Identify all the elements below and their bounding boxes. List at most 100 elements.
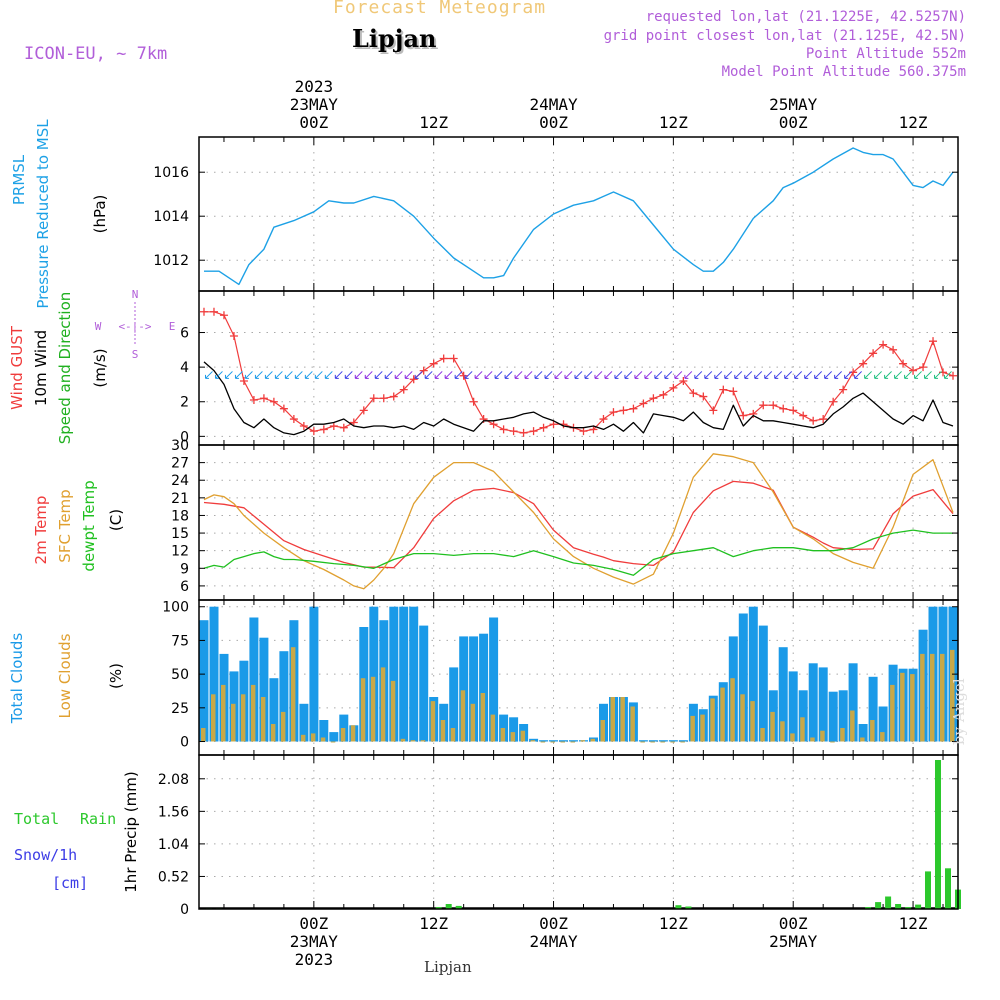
gust-marker — [659, 390, 668, 399]
gust-marker — [249, 396, 258, 405]
bar-rain — [445, 904, 452, 909]
bar-low-cloud — [710, 698, 715, 742]
bar-rain — [685, 906, 692, 909]
wind-direction-arrow — [914, 371, 922, 379]
bar-low-cloud — [260, 697, 266, 742]
bar-total-cloud — [399, 606, 409, 742]
chart-title: Forecast Meteogram — [333, 0, 547, 18]
bar-total-cloud — [828, 691, 838, 742]
gust-marker — [519, 428, 528, 437]
bar-low-cloud — [240, 694, 246, 742]
bar-total-cloud — [658, 740, 668, 742]
gust-marker — [899, 359, 908, 368]
compass-s: S — [132, 348, 139, 361]
wind-direction-arrow — [644, 371, 653, 379]
wind-direction-arrow — [604, 371, 613, 379]
wind-direction-arrow — [824, 371, 833, 379]
y-tick-label: 1.56 — [158, 804, 189, 820]
label-prmsl: PRMSL — [10, 154, 28, 205]
ylabel-precip: 1hr Precip (mm) — [122, 771, 140, 892]
bar-total-cloud — [539, 740, 549, 742]
gust-marker — [579, 427, 588, 436]
y-tick-label: 4 — [180, 360, 189, 376]
gust-marker — [379, 394, 388, 403]
bar-low-cloud — [231, 703, 236, 742]
bar-low-cloud — [800, 717, 805, 742]
wind-direction-arrow — [894, 371, 902, 379]
compass-w: W — [95, 320, 102, 333]
bar-total-cloud — [449, 667, 459, 742]
bar-low-cloud — [201, 728, 206, 742]
wind-direction-arrow — [484, 371, 493, 379]
time-label-bottom: 12Z — [899, 914, 928, 933]
y-tick-label: 24 — [171, 473, 189, 489]
gust-marker — [709, 406, 718, 415]
wind-direction-arrow — [934, 371, 942, 379]
y-tick-label: 12 — [171, 544, 189, 560]
bar-low-cloud — [320, 737, 326, 742]
gust-marker — [619, 406, 628, 415]
bar-total-cloud — [788, 671, 798, 742]
bar-low-cloud — [560, 741, 565, 743]
bar-total-cloud — [389, 606, 399, 742]
gust-marker — [779, 404, 788, 413]
bar-low-cloud — [440, 720, 446, 742]
time-label-top: 00Z — [779, 113, 808, 132]
bar-rain — [905, 907, 912, 909]
bar-rain — [875, 902, 882, 909]
gust-marker — [439, 354, 448, 363]
gust-marker — [339, 423, 348, 432]
bar-low-cloud — [670, 741, 675, 743]
gust-marker — [269, 397, 278, 406]
wind-direction-arrow — [534, 371, 543, 379]
y-tick-label: 18 — [171, 508, 189, 524]
y-tick-label: 1014 — [153, 209, 189, 225]
gust-marker — [489, 420, 498, 429]
gust-marker — [539, 423, 548, 432]
wind-direction-arrow — [454, 371, 463, 379]
bar-low-cloud — [290, 647, 296, 742]
bar-low-cloud — [640, 741, 645, 743]
wind-direction-arrow — [334, 371, 343, 379]
bar-total-cloud — [858, 724, 868, 742]
wind-direction-arrow — [324, 371, 333, 379]
bar-total-cloud — [469, 636, 479, 742]
y-tick-label: 1016 — [153, 165, 189, 181]
gust-marker — [229, 331, 238, 340]
gust-marker — [259, 394, 268, 403]
bar-low-cloud — [820, 730, 825, 742]
bar-total-cloud — [559, 740, 568, 742]
wind-direction-arrow — [224, 371, 233, 379]
gust-marker — [499, 425, 508, 434]
bar-total-cloud — [489, 617, 499, 742]
gust-marker — [219, 311, 228, 320]
gust-marker — [839, 385, 848, 394]
wind-direction-arrow — [244, 371, 253, 379]
bar-low-cloud — [780, 721, 785, 742]
wind-direction-arrow — [424, 371, 433, 379]
bar-total-cloud — [419, 625, 429, 742]
label-wind-gust: Wind GUST — [8, 325, 26, 410]
gust-marker — [879, 340, 888, 349]
gust-marker — [319, 425, 328, 434]
wind-direction-arrow — [794, 371, 803, 379]
bar-low-cloud — [510, 732, 516, 742]
wind-direction-arrow — [284, 371, 293, 379]
wind-direction-arrow — [764, 371, 773, 379]
bar-low-cloud — [390, 680, 396, 742]
gust-marker — [639, 399, 648, 408]
bar-low-cloud — [300, 734, 306, 742]
bar-low-cloud — [450, 728, 456, 742]
gust-marker — [429, 359, 438, 368]
bar-low-cloud — [940, 653, 945, 742]
watermark: by Angel — [950, 678, 968, 745]
bar-low-cloud — [310, 733, 316, 742]
gust-marker — [289, 415, 298, 424]
time-label-top: 25MAY — [769, 95, 818, 114]
bar-low-cloud — [250, 684, 256, 742]
gust-marker — [729, 387, 738, 396]
wind-direction-arrow — [564, 371, 573, 379]
bar-low-cloud — [860, 737, 865, 742]
gust-marker — [329, 421, 338, 430]
